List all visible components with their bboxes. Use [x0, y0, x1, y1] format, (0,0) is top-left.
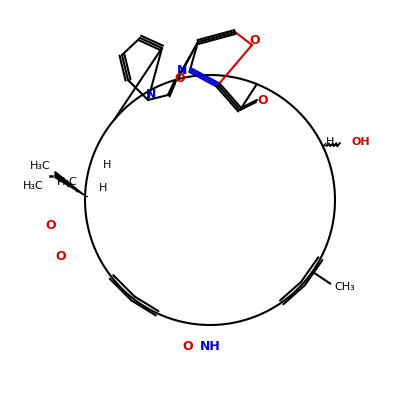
Text: H₃C: H₃C	[30, 161, 50, 171]
Text: O: O	[183, 340, 193, 353]
Polygon shape	[55, 172, 85, 196]
Text: O: O	[250, 34, 260, 46]
Text: O: O	[258, 94, 268, 106]
Text: O: O	[56, 250, 66, 263]
Text: OH: OH	[351, 137, 370, 147]
Text: O: O	[175, 72, 185, 86]
Text: NH: NH	[200, 340, 220, 353]
Text: N: N	[146, 88, 156, 102]
Text: H₃C: H₃C	[23, 181, 44, 191]
Text: H₃C: H₃C	[57, 177, 78, 187]
Text: H: H	[103, 160, 112, 170]
Text: H: H	[326, 137, 335, 147]
Text: N: N	[177, 64, 187, 76]
Text: CH₃: CH₃	[334, 282, 355, 292]
Text: H: H	[99, 183, 107, 193]
Text: O: O	[46, 219, 56, 232]
